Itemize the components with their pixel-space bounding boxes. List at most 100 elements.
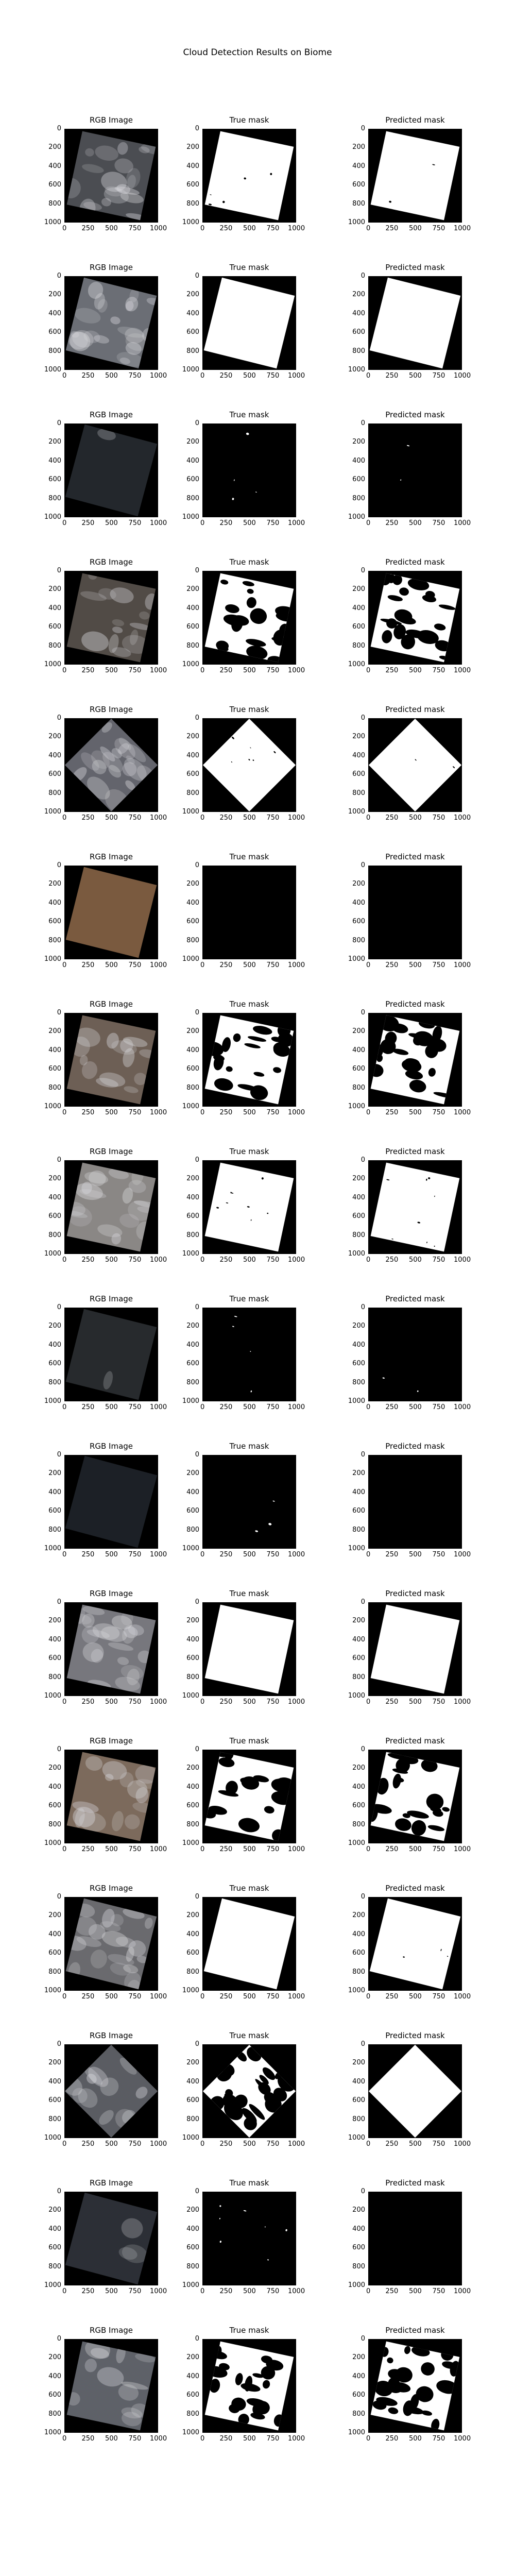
cloud-texture <box>111 1040 137 1055</box>
scene-area <box>369 277 461 369</box>
mask-blob <box>406 445 410 447</box>
x-tick-label: 250 <box>385 2435 399 2443</box>
y-tick-label: 200 <box>48 2059 61 2067</box>
x-tick-label: 500 <box>409 1403 422 1411</box>
x-tick-label: 500 <box>243 519 256 527</box>
scene-footprint <box>203 867 295 958</box>
rgb-image <box>64 2339 158 2433</box>
y-tick-label: 600 <box>48 1212 61 1221</box>
y-tick-label: 200 <box>48 2206 61 2214</box>
cloud-texture <box>101 1909 115 1928</box>
mask-blob <box>231 2397 246 2411</box>
y-tick-label: 600 <box>352 476 365 484</box>
y-tick-label: 200 <box>186 880 199 888</box>
y-tick-label: 0 <box>195 1303 199 1311</box>
mask-blob <box>219 2241 221 2243</box>
y-tick-label: 200 <box>186 2353 199 2362</box>
x-tick-label: 0 <box>200 961 205 969</box>
x-tick-label: 0 <box>366 2287 371 2295</box>
mask-blob <box>246 639 266 647</box>
y-tick-label: 400 <box>48 1930 61 1938</box>
y-tick-label: 200 <box>186 143 199 151</box>
scene-footprint <box>203 1898 295 1990</box>
panel-title: True mask <box>229 115 269 125</box>
scene-footprint <box>204 573 294 663</box>
cloud-texture <box>124 1626 138 1638</box>
x-tick-label: 250 <box>219 814 233 822</box>
scene-area <box>65 1455 158 1548</box>
cloud-texture <box>95 145 118 161</box>
scene-footprint <box>370 131 460 221</box>
mask-blob <box>389 200 392 203</box>
rgb-image <box>64 1013 158 1107</box>
x-tick-label: 0 <box>366 372 371 380</box>
x-tick-label: 1000 <box>150 1698 167 1706</box>
mask-blob <box>246 646 268 660</box>
mask-blob <box>238 2414 249 2426</box>
x-tick-label: 500 <box>105 1109 118 1116</box>
y-tick-label: 400 <box>48 1635 61 1643</box>
panel-title: Predicted mask <box>385 1147 445 1156</box>
mask-blob <box>252 2373 264 2378</box>
cloud-texture <box>125 342 142 355</box>
mask-blob <box>402 1813 410 1818</box>
y-tick-label: 1000 <box>182 1103 199 1110</box>
mask-blob <box>267 1212 269 1214</box>
panel-title: True mask <box>229 1884 269 1893</box>
cloud-texture <box>116 352 144 367</box>
x-tick-label: 250 <box>219 1845 233 1853</box>
y-tick-label: 0 <box>360 1303 365 1311</box>
predicted-mask <box>368 866 462 959</box>
x-tick-label: 750 <box>128 1845 142 1853</box>
x-tick-label: 750 <box>266 2140 280 2148</box>
y-tick-label: 600 <box>186 2244 199 2252</box>
x-tick-label: 0 <box>366 2435 371 2443</box>
y-tick-label: 600 <box>48 328 61 336</box>
mask-blob <box>440 1948 442 1952</box>
y-tick-label: 0 <box>57 1451 61 1459</box>
y-tick-label: 600 <box>352 918 365 926</box>
panel-title: RGB Image <box>89 1589 133 1598</box>
y-tick-label: 0 <box>360 1598 365 1606</box>
mask-blob <box>255 1530 259 1532</box>
scene-footprint <box>204 1604 294 1694</box>
cloud-texture <box>89 1171 106 1187</box>
panel-title: RGB Image <box>89 1442 133 1451</box>
scene-footprint <box>66 131 156 221</box>
y-tick-label: 600 <box>48 1507 61 1515</box>
cloud-texture <box>96 1078 118 1088</box>
cloud-texture <box>71 331 79 338</box>
x-tick-label: 750 <box>128 1403 142 1411</box>
y-tick-label: 1000 <box>348 2134 365 2142</box>
cloud-texture <box>86 2074 97 2084</box>
cloud-texture <box>125 1814 140 1829</box>
x-tick-label: 750 <box>266 667 280 674</box>
y-tick-label: 200 <box>48 2353 61 2362</box>
y-tick-label: 600 <box>352 770 365 778</box>
mask-blob <box>426 1242 427 1244</box>
x-tick-label: 1000 <box>454 1845 471 1853</box>
x-tick-label: 250 <box>81 2140 95 2148</box>
x-tick-label: 250 <box>81 2435 95 2443</box>
cloud-texture <box>112 647 131 657</box>
cloud-texture <box>115 1937 136 1948</box>
mask-blob <box>271 1037 282 1042</box>
y-tick-label: 400 <box>352 1341 365 1349</box>
y-tick-label: 1000 <box>44 1103 61 1110</box>
y-tick-label: 200 <box>48 1469 61 1478</box>
x-tick-label: 250 <box>219 519 233 527</box>
x-tick-label: 0 <box>366 1993 371 2001</box>
x-tick-label: 250 <box>385 372 399 380</box>
mask-blob <box>426 1793 444 1810</box>
true-mask <box>202 1897 296 1991</box>
y-tick-label: 800 <box>352 1673 365 1681</box>
scene-area <box>203 1898 295 1990</box>
y-tick-label: 1000 <box>44 808 61 816</box>
mask-blob <box>388 2407 399 2414</box>
y-tick-label: 800 <box>48 1673 61 1681</box>
y-tick-label: 400 <box>352 751 365 759</box>
x-tick-label: 750 <box>266 1845 280 1853</box>
scene-footprint <box>66 573 156 663</box>
scene-footprint <box>369 2192 461 2285</box>
cloud-texture <box>108 1954 134 1965</box>
